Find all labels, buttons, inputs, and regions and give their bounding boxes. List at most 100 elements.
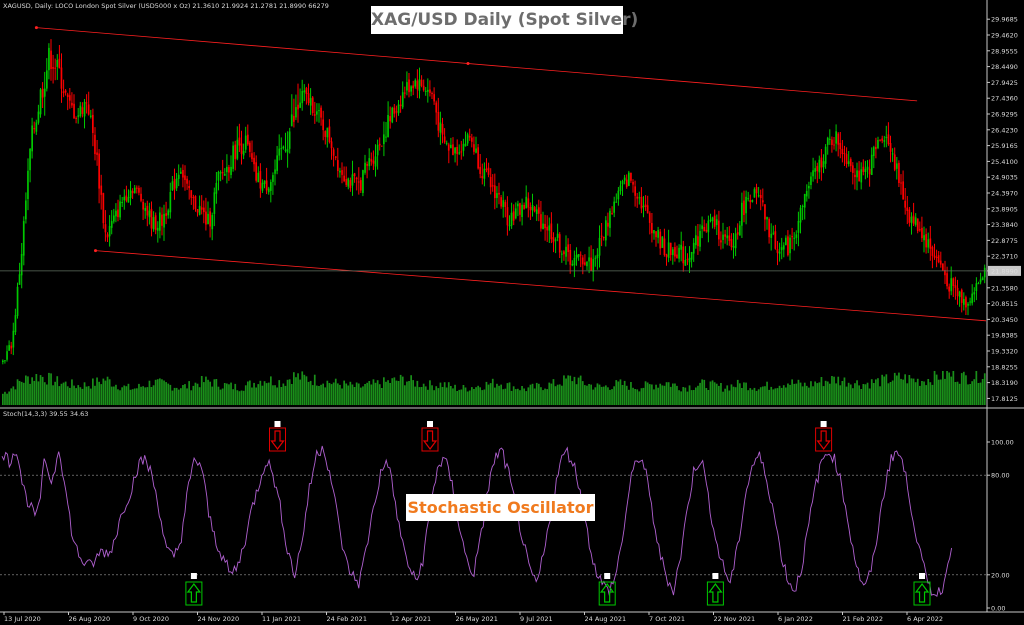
candle-body <box>439 122 442 133</box>
candle-body <box>868 168 871 175</box>
candle-body <box>37 111 40 123</box>
volume-bar <box>885 374 888 405</box>
buy-signal-arrow <box>598 573 616 606</box>
price-tick-label: 20.8515 <box>991 300 1018 308</box>
volume-bar <box>506 383 509 405</box>
volume-bar <box>337 383 339 405</box>
volume-bar <box>102 378 105 405</box>
volume-bar <box>958 383 961 405</box>
candle-body <box>697 236 699 247</box>
volume-bar <box>401 376 404 405</box>
candle-body <box>504 202 507 207</box>
volume-bar <box>213 379 216 405</box>
candle-body <box>226 166 228 173</box>
volume-bar <box>960 373 963 405</box>
candle-body <box>190 190 193 198</box>
volume-bar <box>640 388 643 405</box>
candle-body <box>701 225 703 229</box>
volume-bar <box>182 385 184 405</box>
signal-marker <box>820 421 827 427</box>
volume-bar <box>847 382 850 405</box>
candle-body <box>18 274 21 285</box>
candle-body <box>270 182 272 191</box>
candle-body <box>523 205 525 209</box>
volume-bar <box>856 380 858 405</box>
candle-body <box>408 79 410 93</box>
candle-body <box>644 204 647 207</box>
time-tick-label: 13 Jul 2020 <box>4 615 41 623</box>
candle-body <box>209 211 211 227</box>
candle-body <box>829 138 831 140</box>
volume-bar <box>89 388 92 405</box>
signal-marker <box>919 573 925 579</box>
candle-body <box>787 236 789 256</box>
candle-body <box>138 187 140 193</box>
candle-body <box>54 67 56 69</box>
volume-bar <box>43 382 46 405</box>
price-tick-label: 26.4230 <box>991 126 1018 134</box>
candle-body <box>900 182 902 184</box>
candle-body <box>393 107 396 114</box>
candle-body <box>588 257 590 262</box>
price-tick-label: 19.8385 <box>991 332 1018 340</box>
volume-bar <box>83 382 86 405</box>
volume-bar <box>355 382 358 405</box>
volume-bar <box>967 384 969 405</box>
volume-bar <box>519 390 521 405</box>
volume-bar <box>785 387 787 405</box>
candle-body <box>887 134 890 145</box>
price-tick-label: 22.8775 <box>991 237 1018 245</box>
volume-bar <box>579 375 582 405</box>
volume-bar <box>533 388 536 405</box>
candle-body <box>236 139 239 159</box>
candle-body <box>979 279 982 283</box>
volume-bar <box>104 380 107 405</box>
volume-bar <box>502 389 505 405</box>
candle-body <box>311 97 314 114</box>
volume-bar <box>203 382 205 405</box>
volume-bar <box>52 385 54 405</box>
candle-body <box>778 251 781 254</box>
candle-body <box>617 190 620 200</box>
volume-bar <box>975 371 978 405</box>
candle-body <box>22 221 25 256</box>
volume-bar <box>667 382 670 405</box>
candle-body <box>529 207 532 211</box>
volume-bar <box>648 384 651 405</box>
candle-body <box>950 278 953 292</box>
candle-body <box>278 148 281 156</box>
candle-body <box>94 134 96 155</box>
candle-body <box>410 86 412 92</box>
candle-body <box>108 226 111 237</box>
volume-bar <box>542 390 544 405</box>
volume-bar <box>538 383 540 405</box>
candle-body <box>692 242 695 254</box>
volume-bar <box>215 379 218 405</box>
candle-body <box>274 169 276 174</box>
volume-bar <box>592 389 595 405</box>
volume-bar <box>307 381 310 405</box>
upper-channel-midpoint <box>466 62 470 65</box>
candle-body <box>69 95 71 101</box>
candle-body <box>759 195 762 198</box>
volume-bar <box>389 383 391 405</box>
candle-body <box>849 159 852 167</box>
candle-body <box>958 291 961 298</box>
candle-body <box>4 360 6 362</box>
volume-bar <box>412 380 414 405</box>
volume-bar <box>554 386 557 405</box>
volume-bar <box>983 373 986 405</box>
stochastic-k-line <box>1 445 953 597</box>
volume-bar <box>217 386 220 405</box>
candle-body <box>600 235 603 237</box>
volume-bar <box>464 387 467 405</box>
volume-bar <box>973 379 976 405</box>
candle-body <box>75 117 77 119</box>
candle-body <box>975 283 978 292</box>
candle-body <box>628 172 630 186</box>
volume-bar <box>4 391 6 405</box>
volume-bar <box>558 384 561 405</box>
candle-body <box>73 103 75 119</box>
volume-bar <box>311 385 314 405</box>
volume-bar <box>623 380 626 405</box>
